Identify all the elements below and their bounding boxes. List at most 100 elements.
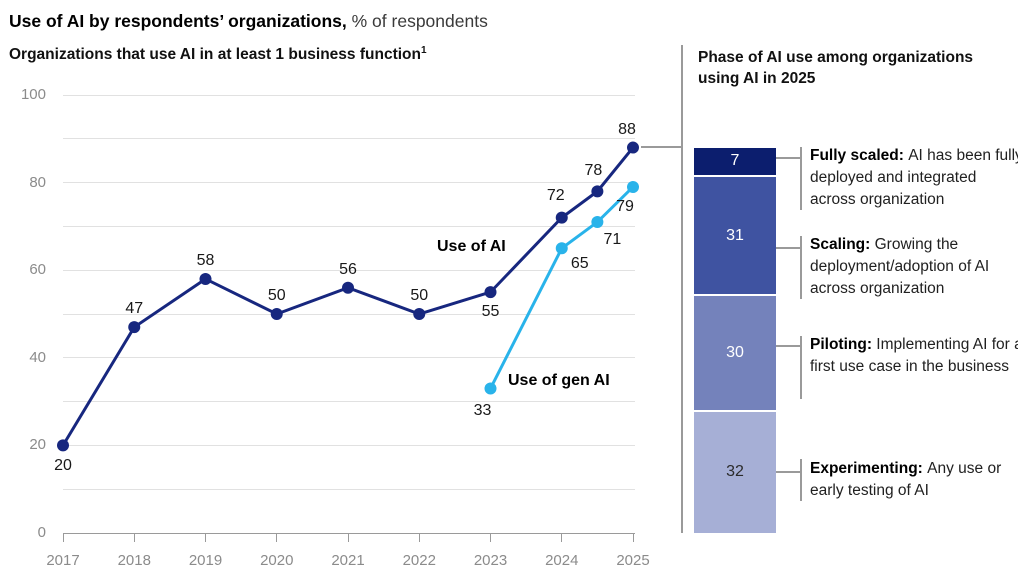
x-axis-tick: [62, 533, 64, 542]
panel-divider-line: [681, 45, 683, 533]
data-point-label: 78: [584, 162, 603, 180]
data-point: [591, 216, 604, 229]
gridline: [63, 269, 635, 271]
phase-connector-tick: [800, 459, 802, 501]
subtitle-text: Organizations that use AI in at least 1 …: [9, 46, 421, 64]
phase-desc: Implementing AI for a first use case in …: [810, 336, 1018, 375]
title-bold-text: Use of AI by respondents’ organizations,: [9, 11, 347, 31]
phase-connector-tick: [800, 147, 802, 210]
data-point-label: 50: [267, 287, 286, 304]
phase-term: Experimenting:: [810, 460, 928, 477]
data-point-label: 50: [410, 287, 429, 304]
y-axis-tick-label: 0: [37, 524, 46, 541]
data-point: [484, 382, 497, 395]
phase-desc: Growing the deployment/adoption of AI ac…: [810, 236, 990, 297]
bar-segment-scaling: 31: [694, 174, 776, 295]
data-point-label: 79: [616, 197, 634, 215]
y-axis-tick-label: 40: [29, 348, 46, 366]
x-axis-tick: [276, 533, 278, 542]
gridline: [63, 313, 635, 315]
data-point: [57, 439, 69, 452]
phase-term: Fully scaled:: [810, 147, 909, 164]
bar-segment-experimenting: 32: [694, 409, 776, 533]
phase-connector-line: [776, 471, 800, 473]
title-regular-text: % of respondents: [351, 11, 488, 31]
x-axis-tick: [347, 533, 349, 542]
use-of-gen-ai-series-label: Use of gen AI: [508, 372, 610, 389]
phase-term: Scaling:: [810, 236, 875, 253]
gridline: [63, 138, 635, 140]
x-axis-year-label: 2017: [46, 552, 80, 569]
y-axis-tick-label: 80: [29, 173, 46, 191]
gridline: [63, 444, 635, 446]
phase-connector-line: [776, 247, 800, 249]
stacked-bar-title: Phase of AI use among organizations usin…: [698, 49, 974, 87]
use-of-gen-ai-line: [489, 185, 635, 390]
data-point-label: 58: [196, 251, 215, 269]
data-point: [199, 272, 212, 285]
phase-connector-line: [776, 345, 800, 347]
data-point: [627, 180, 639, 193]
gridline: [63, 357, 635, 359]
chart-to-bar-connector-line: [641, 146, 681, 148]
bar-segment-value: 31: [726, 226, 744, 244]
data-point: [484, 286, 497, 299]
phase-stacked-bar: 7 31 30 32: [694, 148, 776, 533]
gridline: [63, 182, 635, 184]
bar-segment-piloting: 30: [694, 294, 776, 410]
bar-segment-value: 32: [726, 463, 744, 481]
data-point: [270, 308, 283, 320]
x-axis-year-label: 2023: [473, 552, 508, 569]
x-axis-line: [63, 532, 635, 534]
gridline: [63, 488, 635, 490]
phase-description-piloting: Piloting: Implementing AI for a first us…: [810, 334, 1018, 378]
data-point-label: 72: [546, 186, 565, 204]
page-title: Use of AI by respondents’ organizations,…: [9, 11, 488, 32]
gridline: [63, 225, 635, 227]
y-axis-tick-label: 60: [29, 261, 46, 279]
data-point: [555, 242, 568, 255]
phase-term: Piloting:: [810, 336, 877, 353]
data-point: [591, 185, 604, 198]
data-point-label: 55: [481, 303, 500, 321]
data-point-label: 88: [618, 120, 636, 138]
bar-segment-fully-scaled: 7: [694, 148, 776, 175]
y-axis-tick-label: 20: [29, 436, 46, 454]
x-axis-year-label: 2021: [331, 552, 365, 569]
bar-segment-value: 7: [730, 152, 740, 170]
line-chart-area: 0 20 40 60 80 100 2017 2018 2019 2020 2021 2022 2023…: [20, 86, 650, 569]
phase-connector-tick: [800, 336, 802, 399]
phase-description-fully-scaled: Fully scaled: AI has been fully deployed…: [810, 145, 1018, 211]
phase-connector-line: [776, 157, 800, 159]
data-point-label: 65: [570, 255, 589, 273]
data-point-label: 33: [473, 402, 492, 420]
line-chart-subtitle: Organizations that use AI in at least 1 …: [9, 45, 427, 64]
x-axis-tick: [418, 533, 420, 542]
x-axis-tick: [632, 533, 634, 542]
x-axis-year-label: 2019: [188, 552, 223, 569]
data-point: [555, 211, 568, 224]
line-series-plot: [57, 141, 639, 452]
bar-segment-value: 30: [726, 344, 744, 362]
x-axis-tick: [561, 533, 563, 542]
use-of-ai-line: [61, 146, 635, 447]
x-axis-year-label: 2018: [117, 552, 151, 569]
data-point-label: 71: [603, 231, 622, 249]
data-point-label: 47: [125, 300, 144, 318]
phase-connector-tick: [800, 236, 802, 299]
data-point-label: 56: [339, 260, 357, 278]
footnote-marker: 1: [420, 45, 427, 56]
data-point: [128, 321, 141, 334]
phase-desc: AI has been fully deployed and integrate…: [810, 147, 1018, 208]
use-of-ai-series-label: Use of AI: [437, 238, 506, 255]
gridline: [63, 94, 635, 96]
y-axis-tick-label: 100: [20, 86, 46, 103]
phase-description-experimenting: Experimenting: Any use or early testing …: [810, 458, 1018, 502]
data-point: [342, 281, 354, 294]
x-axis-tick: [205, 533, 206, 542]
gridline: [63, 401, 635, 403]
x-axis-year-label: 2025: [616, 552, 650, 569]
data-point: [413, 308, 426, 320]
phase-desc: Any use or early testing of AI: [810, 460, 1002, 499]
